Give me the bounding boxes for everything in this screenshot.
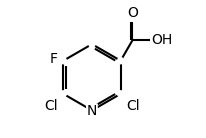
Text: OH: OH <box>152 33 173 47</box>
Circle shape <box>89 107 95 113</box>
Circle shape <box>60 91 66 97</box>
Circle shape <box>118 91 124 97</box>
Text: O: O <box>127 6 138 20</box>
Circle shape <box>60 58 66 64</box>
Text: Cl: Cl <box>44 99 58 113</box>
Text: N: N <box>87 104 97 118</box>
Circle shape <box>89 41 95 47</box>
Circle shape <box>118 58 124 64</box>
Text: F: F <box>50 52 58 66</box>
Text: Cl: Cl <box>126 99 140 113</box>
